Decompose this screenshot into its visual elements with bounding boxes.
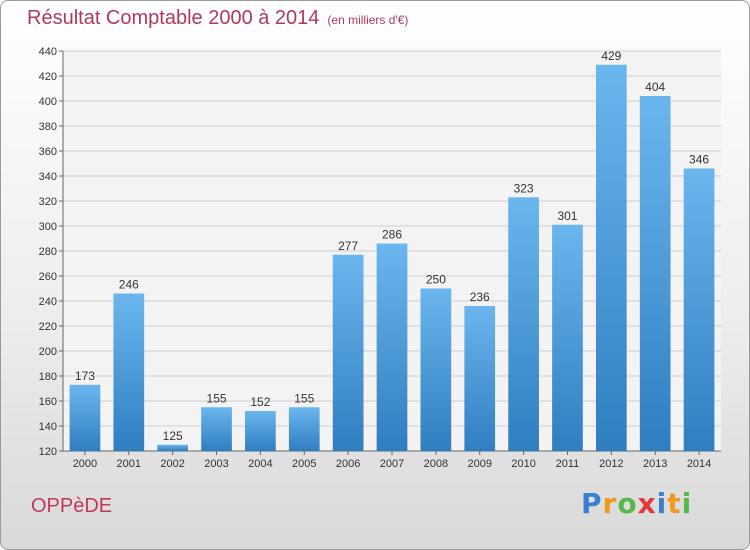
bar: [595, 64, 627, 451]
x-tick-label: 2001: [117, 458, 141, 470]
bar-value-label: 152: [250, 395, 270, 409]
y-tick-label: 160: [39, 396, 57, 408]
y-tick-label: 260: [39, 271, 57, 283]
y-tick-label: 440: [39, 46, 57, 58]
y-tick-label: 200: [39, 346, 57, 358]
x-tick-label: 2007: [380, 458, 404, 470]
x-tick-label: 2002: [160, 458, 184, 470]
place-name: OPPèDE: [31, 495, 113, 517]
bar: [552, 224, 583, 451]
bar-value-label: 173: [75, 369, 95, 383]
bar-value-label: 346: [689, 153, 709, 167]
proxiti-logo: Proxiti: [581, 487, 692, 520]
y-tick-label: 360: [39, 146, 57, 158]
bar-value-label: 323: [514, 181, 534, 195]
y-tick-label: 140: [39, 421, 57, 433]
y-tick-label: 420: [39, 71, 57, 83]
bar-value-label: 429: [601, 49, 621, 63]
bar-value-label: 236: [470, 290, 490, 304]
bar-value-label: 404: [645, 80, 665, 94]
x-tick-label: 2010: [511, 458, 535, 470]
logo-letter: x: [637, 487, 657, 520]
bar: [245, 411, 276, 451]
logo-letter: i: [656, 487, 668, 520]
x-tick-label: 2004: [248, 458, 272, 470]
bar: [157, 444, 189, 451]
bar: [113, 293, 145, 451]
y-tick-label: 400: [39, 96, 57, 108]
bar: [332, 254, 364, 451]
bar: [69, 384, 101, 451]
bar-value-label: 286: [382, 228, 402, 242]
chart-subtitle: (en milliers d'€): [327, 13, 409, 27]
y-tick-label: 320: [39, 196, 57, 208]
x-tick-label: 2014: [687, 458, 711, 470]
bar: [508, 197, 539, 451]
x-tick-label: 2011: [556, 458, 580, 470]
bar: [683, 168, 715, 451]
y-tick-label: 340: [39, 171, 57, 183]
bar-value-label: 125: [163, 429, 183, 443]
bar: [464, 306, 496, 451]
bar: [420, 288, 452, 451]
bar-value-label: 250: [426, 273, 446, 287]
x-tick-label: 2008: [424, 458, 448, 470]
bar-value-label: 277: [338, 239, 358, 253]
logo-letter: i: [681, 487, 693, 520]
x-tick-label: 2009: [467, 458, 491, 470]
y-tick-label: 280: [39, 246, 57, 258]
logo-letter: r: [602, 487, 618, 520]
bar: [288, 407, 320, 451]
bar: [639, 96, 671, 451]
chart-title-text: Résultat Comptable 2000 à 2014: [27, 7, 320, 29]
x-tick-label: 2013: [643, 458, 667, 470]
chart-title: Résultat Comptable 2000 à 2014 (en millie…: [27, 7, 408, 30]
y-tick-label: 380: [39, 121, 57, 133]
bar: [376, 243, 408, 451]
logo-letter: P: [581, 487, 603, 520]
x-tick-label: 2006: [336, 458, 360, 470]
y-tick-label: 220: [39, 321, 57, 333]
x-tick-label: 2005: [292, 458, 316, 470]
y-tick-label: 240: [39, 296, 57, 308]
logo-letter: o: [617, 487, 638, 520]
bar-value-label: 301: [557, 209, 577, 223]
logo-letter: t: [667, 487, 682, 520]
x-tick-label: 2003: [204, 458, 228, 470]
bar-value-label: 155: [207, 391, 227, 405]
x-tick-label: 2012: [599, 458, 623, 470]
x-tick-label: 2000: [73, 458, 97, 470]
y-tick-label: 300: [39, 221, 57, 233]
bar-value-label: 246: [119, 278, 139, 292]
bar-value-label: 155: [294, 391, 314, 405]
y-tick-label: 120: [39, 446, 57, 458]
bar-chart: 120 140 160 180 200 220 240 260 280 300 320 340 360 3…: [39, 46, 721, 470]
y-tick-label: 180: [39, 371, 57, 383]
bar: [201, 407, 232, 451]
